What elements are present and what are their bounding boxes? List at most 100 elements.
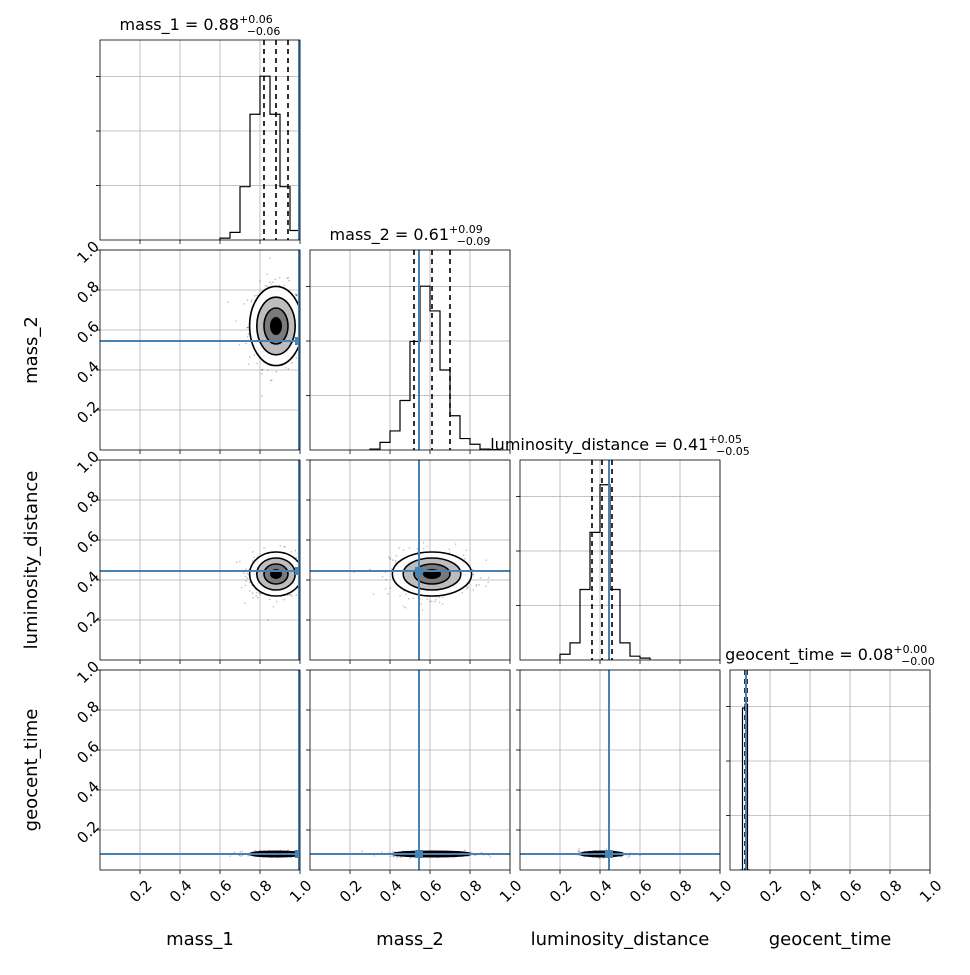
sample-point <box>295 294 298 297</box>
sample-point <box>485 585 487 588</box>
sample-point <box>577 850 579 852</box>
sample-point <box>467 586 469 589</box>
sample-point <box>295 357 298 359</box>
x-tick-label: 0.8 <box>246 876 276 906</box>
sample-point <box>241 850 244 853</box>
sample-point <box>302 852 304 854</box>
sample-point <box>266 369 269 371</box>
y-tick-label: 1.0 <box>73 237 103 267</box>
sample-point <box>301 332 303 334</box>
sample-point <box>251 592 254 594</box>
sample-point <box>246 326 249 329</box>
y-tick-label: 0.6 <box>73 527 103 557</box>
x-tick-label: 0.6 <box>206 876 236 906</box>
truth-marker <box>415 850 423 858</box>
sample-point <box>272 606 275 608</box>
histogram-group <box>219 40 300 240</box>
sample-point <box>386 593 389 595</box>
sample-point <box>270 283 272 285</box>
contour-line <box>413 563 451 585</box>
sample-point <box>305 580 307 582</box>
sample-point <box>313 331 315 333</box>
sample-point <box>252 551 254 553</box>
sample-point <box>438 596 441 599</box>
truth-marker <box>605 850 613 858</box>
panel-frame <box>99 39 301 241</box>
sample-point <box>275 370 278 373</box>
y-tick-label: 0.2 <box>73 607 103 637</box>
sample-point <box>472 589 475 591</box>
x-tick-label: 0.2 <box>756 876 786 906</box>
sample-point <box>287 368 290 370</box>
sample-point <box>396 856 398 858</box>
sample-point <box>308 568 310 570</box>
y-tick-label: 0.4 <box>73 777 103 807</box>
truth-marker <box>415 567 423 575</box>
sample-point <box>301 853 303 855</box>
y-tick-label: 0.8 <box>73 277 103 307</box>
sample-point <box>285 367 287 369</box>
sample-point <box>384 587 387 590</box>
sample-point <box>472 573 475 576</box>
sample-point <box>302 854 304 856</box>
contour-line <box>248 551 300 597</box>
sample-point <box>248 356 251 358</box>
truth-marker <box>295 337 300 345</box>
sample-point <box>246 577 248 579</box>
sample-point <box>308 572 310 574</box>
truth-marker <box>295 850 300 858</box>
sample-point <box>244 584 247 587</box>
x-tick-label: 0.6 <box>626 876 656 906</box>
title-upper-error: +0.00 <box>893 643 927 656</box>
marginal-panel-mass_1: mass_1 = 0.88+0.06 −0.06 <box>96 13 301 244</box>
sample-point <box>421 609 424 611</box>
posterior-2d-panel-luminosity_distance-geocent_time <box>516 669 721 874</box>
sample-point <box>233 851 236 854</box>
sample-point <box>304 852 306 854</box>
sample-point <box>249 581 251 584</box>
sample-point <box>256 294 258 297</box>
y-axis-label: geocent_time <box>21 709 42 832</box>
marginal-title: luminosity_distance = 0.41+0.05 −0.05 <box>490 433 750 458</box>
marginal-panel-luminosity_distance: luminosity_distance = 0.41+0.05 −0.05 <box>490 433 750 664</box>
sample-point <box>303 289 305 291</box>
x-tick-label: 0.8 <box>456 876 486 906</box>
sample-point <box>485 559 488 561</box>
truth-marker <box>295 567 300 575</box>
sample-point <box>278 276 281 279</box>
title-lower-error: −0.09 <box>457 235 491 248</box>
sample-point <box>385 578 387 581</box>
sample-point <box>402 549 405 551</box>
sample-point <box>288 279 290 282</box>
sample-point <box>306 378 308 380</box>
sample-point <box>250 300 252 303</box>
sample-point <box>301 852 303 854</box>
y-tick-label: 0.4 <box>73 567 103 597</box>
sample-point <box>426 545 428 548</box>
sample-point <box>420 603 422 605</box>
sample-point <box>389 558 392 561</box>
marginal-title: mass_1 = 0.88+0.06 −0.06 <box>120 13 281 38</box>
sample-point <box>488 576 490 579</box>
title-median: mass_2 = 0.61 <box>330 225 449 245</box>
posterior-group <box>310 460 510 660</box>
sample-point <box>301 560 303 562</box>
sample-point <box>240 586 243 589</box>
sample-point <box>628 855 631 858</box>
sample-point <box>392 855 395 857</box>
sample-point <box>304 853 306 855</box>
sample-point <box>269 281 271 283</box>
sample-point <box>263 547 265 549</box>
sample-point <box>272 281 274 284</box>
sample-point <box>409 857 411 859</box>
sample-point <box>295 294 297 296</box>
y-tick-label: 0.6 <box>73 737 103 767</box>
sample-point <box>404 606 407 609</box>
marginal-panel-geocent_time: geocent_time = 0.08+0.00 −0.00 <box>725 643 935 874</box>
sample-point <box>313 366 315 368</box>
sample-point <box>276 601 278 603</box>
sample-point <box>408 598 410 600</box>
sample-point <box>286 277 288 279</box>
sample-point <box>274 278 276 281</box>
